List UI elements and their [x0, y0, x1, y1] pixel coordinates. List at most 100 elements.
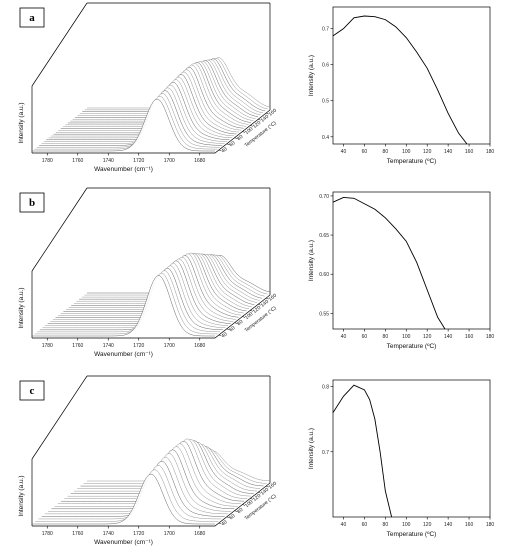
waterfall-trace — [32, 275, 215, 337]
x-tick-label: 1760 — [72, 343, 83, 349]
x-tick-label: 1680 — [194, 343, 205, 349]
z-tick — [250, 310, 253, 312]
z-tick — [265, 485, 269, 488]
z-tick — [234, 510, 238, 512]
z-tick-label: 40 — [220, 146, 228, 154]
x-tick-label: 1720 — [133, 343, 144, 349]
x-axis-label: Wavenumber (cm⁻¹) — [94, 351, 153, 358]
x-tick-label: 1680 — [194, 158, 205, 164]
y-tick-label: 0.6 — [322, 63, 329, 69]
x-tick-label: 120 — [423, 522, 432, 528]
waterfall-chart-c: 1780 1760 1740 1720 1700 1680 Wavenumber (cm⁻¹… — [18, 375, 278, 546]
panel-label-text: a — [29, 12, 35, 24]
y-axis-label: Intensity (a.u.) — [18, 102, 25, 143]
z-tick — [258, 118, 261, 121]
x-tick-label: 100 — [402, 522, 411, 528]
y-axis-label: Intensity (a.u.) — [308, 240, 315, 281]
z-tick-label: 60 — [228, 140, 236, 148]
y-tick-label: 0.5 — [322, 99, 329, 105]
z-tick — [226, 143, 230, 146]
x-tick-label: 140 — [444, 149, 453, 155]
x-tick-label: 120 — [423, 149, 432, 155]
z-tick — [242, 504, 246, 506]
waterfall-box-base — [32, 109, 271, 154]
y-tick-label: 0.7 — [322, 450, 329, 456]
z-tick — [218, 334, 222, 337]
x-axis-label: Temperature (ºC) — [387, 158, 437, 165]
line-chart-a: 40 60 80 100 120 140 160 180 0.4 0.5 0.6 0.7 Tempera… — [308, 6, 495, 165]
z-tick-label: 60 — [228, 325, 236, 333]
z-tick-label: 140 — [260, 114, 270, 124]
panel-label-text: b — [29, 197, 35, 209]
panel-label-a: a — [19, 7, 45, 28]
z-tick — [234, 322, 238, 324]
waterfall-box-base — [32, 482, 271, 527]
y-tick-label: 0.65 — [319, 233, 329, 239]
waterfall-box-top-left — [31, 375, 88, 460]
x-tick-label: 40 — [341, 334, 347, 340]
z-tick-label: 120 — [252, 305, 262, 315]
x-tick-label: 100 — [402, 149, 411, 155]
x-tick-label: 160 — [465, 334, 474, 340]
waterfall-chart-b: 1780 1760 1740 1720 1700 1680 Wavenumber (cm⁻¹… — [18, 187, 278, 358]
plot-frame — [332, 191, 491, 330]
panel-label-box — [19, 192, 45, 213]
y-tick-label: 0.55 — [319, 311, 329, 317]
x-tick-label: 1780 — [42, 531, 53, 537]
panel-label-c: c — [19, 380, 45, 401]
z-tick-label: 160 — [268, 108, 278, 118]
z-tick — [226, 516, 230, 519]
line-chart-b: 40 60 80 100 120 140 160 180 0.55 0.60 0.65 0.70 Tem… — [308, 191, 494, 350]
x-tick-label: 1740 — [103, 531, 114, 537]
data-line — [332, 15, 468, 145]
y-tick-label: 0.60 — [319, 272, 329, 278]
line-chart-c: 40 60 80 100 120 140 160 180 0.7 0.8 Temperature (… — [308, 379, 495, 538]
panel-label-box — [19, 380, 45, 401]
z-tick — [218, 522, 222, 525]
waterfall-trace — [32, 473, 215, 525]
x-tick-label: 60 — [362, 522, 368, 528]
x-axis-label: Wavenumber (cm⁻¹) — [94, 539, 153, 546]
z-tick — [234, 137, 238, 139]
x-tick-label: 80 — [383, 522, 389, 528]
z-tick — [250, 125, 253, 127]
x-tick-label: 180 — [486, 149, 495, 155]
x-tick-label: 140 — [444, 522, 453, 528]
y-tick-label: 0.8 — [322, 385, 329, 391]
x-tick-label: 120 — [423, 334, 432, 340]
z-tick-label: 100 — [244, 499, 254, 509]
x-tick-label: 180 — [486, 522, 495, 528]
x-tick-label: 1760 — [72, 531, 83, 537]
z-tick-label: 40 — [220, 519, 228, 527]
z-tick-label: 120 — [252, 120, 262, 130]
x-tick-label: 1720 — [133, 531, 144, 537]
z-tick-label: 120 — [252, 493, 262, 503]
x-tick-label: 40 — [341, 149, 347, 155]
x-tick-label: 160 — [465, 149, 474, 155]
z-tick — [265, 112, 269, 115]
z-tick-label: 80 — [236, 507, 244, 515]
x-tick-label: 80 — [383, 149, 389, 155]
data-line — [332, 384, 393, 518]
y-tick-label: 0.7 — [322, 27, 329, 33]
z-tick — [242, 131, 246, 133]
z-tick — [226, 328, 230, 331]
x-tick-label: 80 — [383, 334, 389, 340]
z-tick-label: 160 — [268, 481, 278, 491]
z-tick — [258, 303, 261, 306]
waterfall-box-top-left — [31, 2, 88, 87]
x-tick-label: 1700 — [164, 531, 175, 537]
waterfall-trace — [32, 98, 215, 152]
x-tick-label: 1760 — [72, 158, 83, 164]
x-tick-label: 1680 — [194, 531, 205, 537]
x-axis-label: Temperature (ºC) — [387, 531, 437, 538]
x-tick-label: 60 — [362, 149, 368, 155]
z-tick — [250, 498, 253, 500]
z-tick — [265, 297, 269, 300]
y-axis-label: Intensity (a.u.) — [18, 475, 25, 516]
y-tick-label: 0.4 — [322, 135, 329, 141]
z-tick — [218, 149, 222, 152]
x-tick-label: 1720 — [133, 158, 144, 164]
panel-label-b: b — [19, 192, 45, 213]
